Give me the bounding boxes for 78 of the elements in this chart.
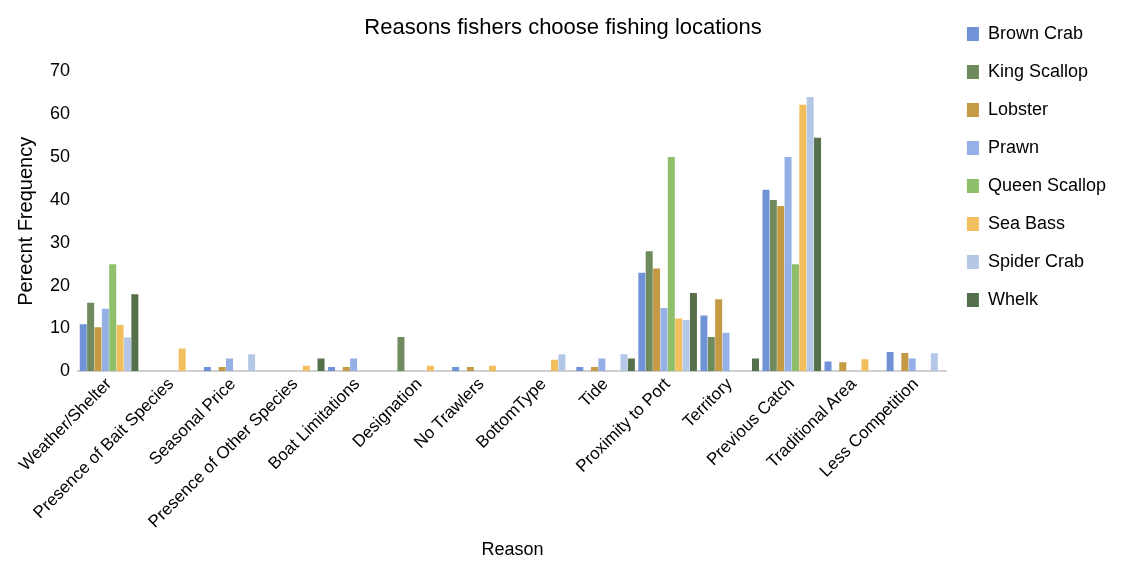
bar — [328, 367, 336, 372]
bar — [620, 354, 628, 372]
bar — [426, 365, 434, 372]
bar — [715, 299, 723, 372]
bar — [784, 157, 792, 372]
bar — [178, 348, 186, 372]
legend-label: Prawn — [987, 136, 1039, 157]
bar — [638, 272, 646, 372]
bar — [806, 97, 814, 372]
bar — [675, 318, 683, 372]
bar — [317, 358, 325, 372]
bar — [342, 367, 350, 372]
bar — [101, 308, 109, 372]
bar — [762, 189, 770, 372]
legend-label: Queen Scallop — [987, 174, 1107, 195]
bar — [79, 324, 87, 372]
bar — [751, 358, 759, 372]
bar — [466, 367, 474, 372]
bar — [226, 358, 233, 372]
legend-label: Sea Bass — [987, 212, 1065, 233]
bar — [248, 354, 256, 372]
y-tick-label: 20 — [49, 274, 71, 295]
bar — [123, 337, 131, 372]
y-axis-title: Perecnt Frequency — [13, 136, 36, 306]
bar — [707, 337, 715, 372]
legend-label: Brown Crab — [987, 22, 1083, 43]
bar — [302, 365, 310, 372]
legend-label: Whelk — [987, 288, 1039, 309]
legend-label: Lobster — [987, 98, 1048, 119]
bar — [591, 367, 599, 372]
bar — [689, 292, 697, 372]
bar — [660, 307, 668, 372]
bar — [94, 327, 102, 372]
bar — [901, 352, 909, 372]
bar — [558, 354, 566, 372]
y-tick-label: 70 — [49, 60, 71, 81]
legend-label: Spider Crab — [987, 250, 1084, 271]
x-tick-label: Tide — [575, 374, 612, 411]
y-tick-label: 30 — [49, 231, 71, 252]
bar — [488, 365, 496, 372]
bar — [551, 359, 559, 372]
bar — [203, 367, 211, 372]
bar — [109, 264, 117, 372]
bar — [397, 337, 405, 372]
x-axis-title: Reason — [481, 539, 544, 560]
bar — [908, 358, 916, 372]
bar — [839, 362, 847, 372]
bar — [131, 294, 139, 372]
bar — [218, 367, 226, 372]
y-tick-label: 10 — [49, 317, 71, 338]
y-tick-label: 60 — [49, 103, 71, 124]
bar — [799, 104, 807, 372]
bar — [824, 361, 832, 372]
bar — [814, 137, 822, 372]
bar — [700, 315, 708, 372]
y-tick-label: 50 — [49, 146, 71, 167]
bar — [87, 302, 95, 372]
bar — [791, 264, 799, 372]
bar — [653, 268, 661, 372]
y-tick-label: 0 — [60, 360, 71, 381]
y-tick-label: 40 — [49, 188, 71, 209]
bar — [350, 358, 358, 372]
bar — [769, 199, 777, 372]
bar — [777, 205, 785, 372]
bar — [886, 352, 894, 372]
bar — [667, 157, 675, 372]
bar — [930, 353, 938, 372]
bar — [598, 358, 606, 372]
bar — [682, 319, 690, 372]
legend-label: King Scallop — [987, 60, 1088, 81]
bar — [645, 251, 653, 372]
bar — [576, 367, 584, 372]
chart-title: Reasons fishers choose fishing locations — [364, 14, 762, 40]
bar — [627, 358, 635, 372]
bar — [452, 367, 460, 372]
bar — [722, 332, 730, 372]
bar — [116, 325, 124, 372]
bar — [861, 359, 869, 372]
